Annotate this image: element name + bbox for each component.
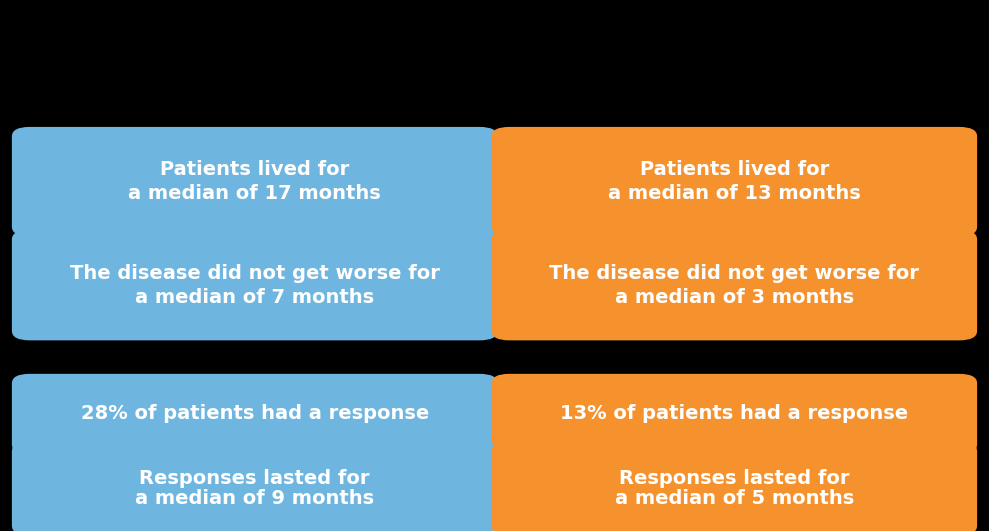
Text: Responses lasted for: Responses lasted for — [619, 469, 850, 489]
FancyBboxPatch shape — [12, 230, 497, 340]
FancyBboxPatch shape — [492, 442, 977, 531]
Text: a median of 17 months: a median of 17 months — [129, 184, 381, 203]
FancyBboxPatch shape — [12, 127, 497, 236]
Text: 13% of patients had a response: 13% of patients had a response — [561, 405, 908, 423]
Text: Patients lived for: Patients lived for — [640, 160, 829, 179]
Text: The disease did not get worse for: The disease did not get worse for — [70, 264, 439, 283]
Text: a median of 9 months: a median of 9 months — [135, 489, 374, 508]
Text: a median of 5 months: a median of 5 months — [615, 489, 854, 508]
FancyBboxPatch shape — [492, 230, 977, 340]
Text: 28% of patients had a response: 28% of patients had a response — [80, 405, 429, 423]
Text: Responses lasted for: Responses lasted for — [139, 469, 370, 489]
FancyBboxPatch shape — [12, 374, 497, 454]
FancyBboxPatch shape — [492, 127, 977, 236]
FancyBboxPatch shape — [12, 442, 497, 531]
Text: a median of 13 months: a median of 13 months — [608, 184, 860, 203]
FancyBboxPatch shape — [492, 374, 977, 454]
Text: a median of 7 months: a median of 7 months — [135, 287, 374, 306]
Text: The disease did not get worse for: The disease did not get worse for — [550, 264, 919, 283]
Text: Patients lived for: Patients lived for — [160, 160, 349, 179]
Text: a median of 3 months: a median of 3 months — [615, 287, 854, 306]
